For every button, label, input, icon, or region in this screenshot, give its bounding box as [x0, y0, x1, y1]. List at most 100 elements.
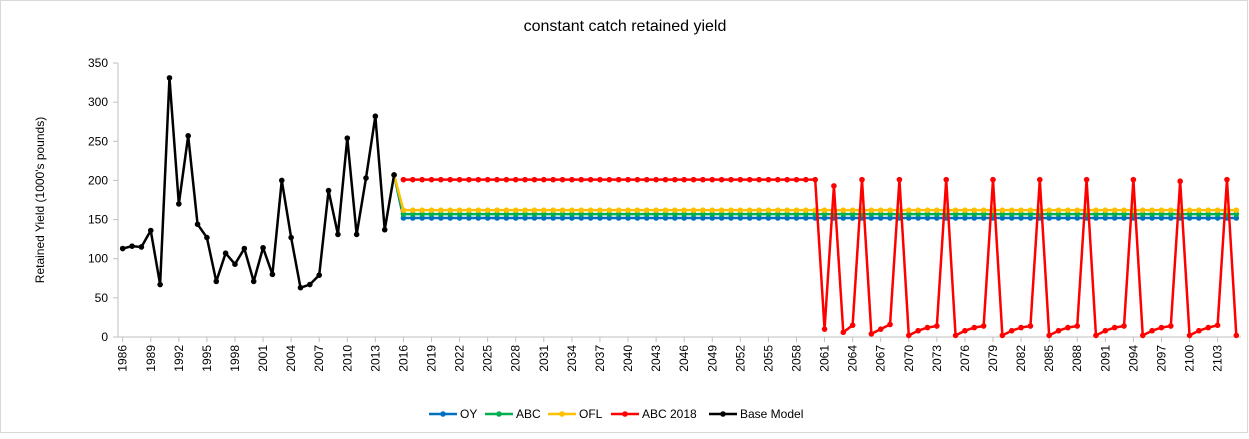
data-point	[924, 211, 931, 217]
data-point	[859, 176, 865, 183]
data-point	[905, 207, 912, 213]
data-point	[1196, 327, 1202, 334]
data-point	[559, 211, 566, 217]
x-tick-label: 2103	[1211, 345, 1225, 372]
x-tick-label: 2031	[537, 345, 551, 372]
data-point	[625, 215, 631, 221]
data-point	[1168, 323, 1174, 329]
data-point	[503, 215, 510, 221]
data-point	[1205, 324, 1212, 331]
data-point	[980, 207, 987, 213]
data-point	[756, 207, 762, 213]
data-point	[962, 207, 968, 213]
data-point	[737, 211, 744, 217]
data-point	[999, 332, 1006, 339]
x-tick-label: 2049	[705, 345, 719, 372]
data-point	[353, 231, 360, 238]
data-point	[634, 207, 641, 213]
y-tick-label: 250	[88, 134, 108, 148]
data-point	[484, 215, 491, 221]
data-point	[475, 211, 482, 217]
data-point	[1130, 176, 1137, 183]
data-point	[1224, 176, 1230, 183]
data-point	[400, 215, 407, 221]
data-point	[1093, 332, 1099, 339]
data-point	[672, 176, 678, 183]
data-point	[756, 211, 762, 217]
data-point	[634, 211, 641, 217]
data-point	[1139, 332, 1146, 339]
data-point	[1093, 211, 1099, 217]
x-tick-label: 2004	[284, 345, 298, 372]
data-point	[662, 176, 669, 183]
data-point	[1168, 211, 1174, 217]
data-point	[1196, 215, 1202, 221]
data-point	[1121, 207, 1127, 213]
legend-marker	[440, 411, 446, 417]
data-point	[887, 215, 893, 221]
data-point	[681, 176, 687, 183]
data-point	[578, 215, 585, 221]
data-point	[803, 207, 809, 213]
data-point	[971, 207, 978, 213]
x-tick-label: 1995	[200, 345, 214, 372]
data-point	[550, 215, 556, 221]
data-point	[269, 271, 276, 278]
data-point	[250, 278, 257, 285]
data-point	[606, 207, 613, 213]
data-point	[541, 215, 547, 221]
data-point	[700, 176, 706, 183]
data-point	[129, 243, 135, 249]
data-point	[793, 176, 800, 183]
data-point	[765, 211, 772, 217]
data-point	[718, 215, 725, 221]
data-point	[597, 176, 603, 183]
data-point	[1074, 207, 1081, 213]
x-tick-label: 2019	[425, 345, 439, 372]
data-point	[1055, 207, 1062, 213]
data-point	[999, 207, 1006, 213]
data-point	[531, 215, 538, 221]
data-point	[606, 215, 613, 221]
data-point	[709, 211, 716, 217]
data-point	[1186, 207, 1193, 213]
legend-marker	[496, 411, 502, 417]
data-point	[232, 261, 238, 267]
data-point	[1008, 211, 1015, 217]
data-point	[1046, 211, 1052, 217]
data-point	[1074, 211, 1081, 217]
data-point	[728, 207, 734, 213]
data-point	[475, 176, 482, 183]
legend-label: Base Model	[740, 407, 803, 421]
data-point	[1074, 215, 1081, 221]
data-point	[980, 211, 987, 217]
data-point	[1149, 327, 1155, 334]
data-point	[868, 215, 875, 221]
data-point	[456, 215, 463, 221]
data-point	[456, 176, 463, 183]
data-point	[409, 207, 416, 213]
data-point	[868, 207, 875, 213]
data-point	[952, 211, 959, 217]
data-point	[1027, 211, 1034, 217]
data-point	[278, 177, 285, 184]
data-point	[774, 176, 781, 183]
data-point	[934, 207, 940, 213]
data-point	[1111, 207, 1118, 213]
data-point	[784, 207, 790, 213]
data-point	[774, 215, 781, 221]
data-point	[1102, 207, 1109, 213]
y-tick-label: 200	[88, 173, 108, 187]
data-point	[653, 176, 659, 183]
data-point	[615, 215, 622, 221]
data-point	[1149, 215, 1155, 221]
data-point	[1111, 211, 1118, 217]
data-point	[905, 215, 912, 221]
data-point	[700, 215, 706, 221]
data-point	[934, 215, 940, 221]
data-point	[615, 207, 622, 213]
data-point	[690, 176, 697, 183]
data-point	[1036, 176, 1043, 183]
data-point	[1149, 207, 1155, 213]
data-point	[681, 211, 687, 217]
